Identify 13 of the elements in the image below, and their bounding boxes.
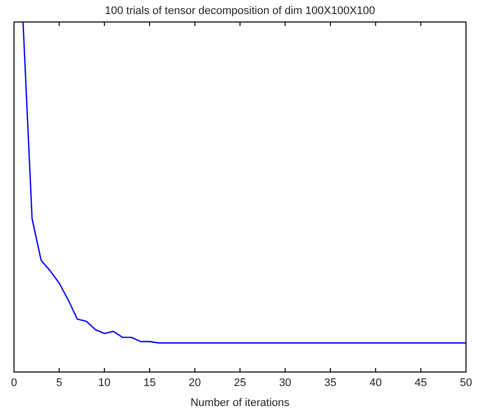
- x-tick-label: 35: [324, 377, 337, 389]
- x-tick-label: 50: [460, 377, 472, 389]
- x-tick-label: 25: [234, 377, 246, 389]
- x-tick-label: 30: [279, 377, 292, 389]
- x-tick-label: 5: [56, 377, 62, 389]
- x-tick-label: 10: [98, 377, 111, 389]
- x-tick-label: 45: [414, 377, 427, 389]
- x-tick-label: 15: [143, 377, 156, 389]
- x-tick-label: 0: [10, 377, 18, 389]
- x-axis-title: Number of iterations: [190, 397, 290, 409]
- x-tick-label: 20: [188, 377, 201, 389]
- chart-title: 100 trials of tensor decomposition of dim 100X100X100: [104, 5, 376, 17]
- x-tick-label: 40: [369, 377, 382, 389]
